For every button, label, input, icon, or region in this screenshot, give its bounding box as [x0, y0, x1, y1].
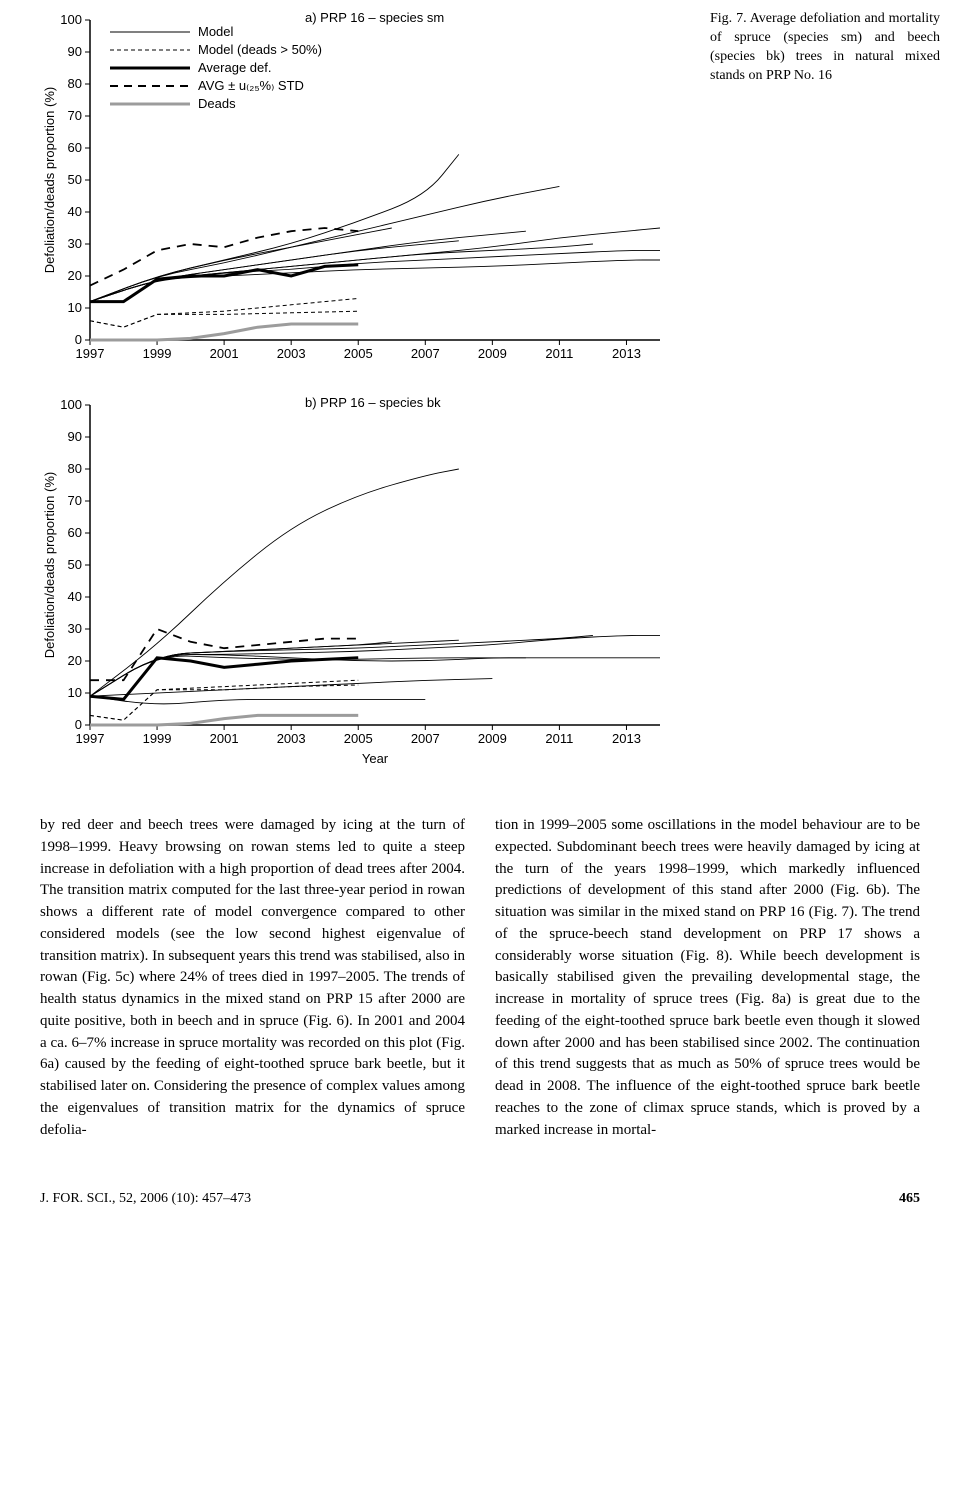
footer-journal: J. FOR. SCI., 52, 2006 (10): 457–473 [40, 1191, 251, 1207]
body-text: by red deer and beech trees were damaged… [40, 815, 920, 1141]
svg-text:90: 90 [68, 44, 82, 59]
svg-text:2003: 2003 [277, 731, 306, 746]
svg-text:Model (deads > 50%): Model (deads > 50%) [198, 42, 322, 57]
svg-text:Defoliation/deads proportion (: Defoliation/deads proportion (%) [42, 472, 57, 658]
svg-text:0: 0 [75, 717, 82, 732]
svg-text:AVG ± u₍₂₅%₎ STD: AVG ± u₍₂₅%₎ STD [198, 78, 304, 93]
svg-text:2011: 2011 [545, 731, 573, 746]
svg-text:50: 50 [68, 172, 82, 187]
svg-text:0: 0 [75, 332, 82, 347]
svg-text:2009: 2009 [478, 346, 507, 361]
svg-text:20: 20 [68, 653, 82, 668]
svg-text:1997: 1997 [76, 731, 105, 746]
svg-text:100: 100 [60, 397, 82, 412]
svg-text:2005: 2005 [344, 346, 373, 361]
svg-text:2007: 2007 [411, 346, 440, 361]
svg-text:80: 80 [68, 461, 82, 476]
chart-b-svg: 0 10 20 30 40 50 60 70 80 90 100 1997 1999 2001 2003 20… [40, 395, 680, 785]
svg-text:80: 80 [68, 76, 82, 91]
svg-text:1999: 1999 [143, 346, 172, 361]
svg-text:1999: 1999 [143, 731, 172, 746]
footer-page-number: 465 [899, 1191, 920, 1207]
svg-text:Deads: Deads [198, 96, 236, 111]
svg-text:2001: 2001 [210, 346, 239, 361]
svg-text:50: 50 [68, 557, 82, 572]
svg-text:b) PRP 16 – species bk: b) PRP 16 – species bk [305, 395, 441, 410]
svg-text:2007: 2007 [411, 731, 440, 746]
svg-text:30: 30 [68, 236, 82, 251]
svg-text:90: 90 [68, 429, 82, 444]
svg-text:2009: 2009 [478, 731, 507, 746]
svg-text:40: 40 [68, 589, 82, 604]
svg-text:60: 60 [68, 525, 82, 540]
svg-text:2011: 2011 [545, 346, 573, 361]
svg-text:Model: Model [198, 24, 234, 39]
svg-text:2005: 2005 [344, 731, 373, 746]
svg-text:1997: 1997 [76, 346, 105, 361]
svg-text:10: 10 [68, 685, 82, 700]
svg-text:Year: Year [362, 751, 389, 766]
svg-text:60: 60 [68, 140, 82, 155]
svg-text:2003: 2003 [277, 346, 306, 361]
svg-text:100: 100 [60, 12, 82, 27]
svg-text:30: 30 [68, 621, 82, 636]
svg-text:2001: 2001 [210, 731, 239, 746]
chart-a: 0 10 20 30 40 50 60 70 80 90 100 1997 1999 2001 2003 20… [40, 10, 920, 375]
body-right: tion in 1999–2005 some oscillations in t… [495, 815, 920, 1141]
chart-b: 0 10 20 30 40 50 60 70 80 90 100 1997 1999 2001 2003 20… [40, 395, 920, 785]
page-footer: J. FOR. SCI., 52, 2006 (10): 457–473 465 [40, 1191, 920, 1207]
svg-text:70: 70 [68, 108, 82, 123]
svg-text:20: 20 [68, 268, 82, 283]
svg-text:70: 70 [68, 493, 82, 508]
body-left: by red deer and beech trees were damaged… [40, 815, 465, 1141]
svg-text:2013: 2013 [612, 346, 641, 361]
figure-area: Fig. 7. Average defoliation and mortalit… [40, 10, 920, 785]
svg-text:10: 10 [68, 300, 82, 315]
svg-text:2013: 2013 [612, 731, 641, 746]
svg-text:40: 40 [68, 204, 82, 219]
chart-a-svg: 0 10 20 30 40 50 60 70 80 90 100 1997 1999 2001 2003 20… [40, 10, 680, 375]
svg-text:Defoliation/deads proportion (: Defoliation/deads proportion (%) [42, 87, 57, 273]
svg-text:Average def.: Average def. [198, 60, 271, 75]
svg-text:a) PRP 16 – species sm: a) PRP 16 – species sm [305, 10, 444, 25]
